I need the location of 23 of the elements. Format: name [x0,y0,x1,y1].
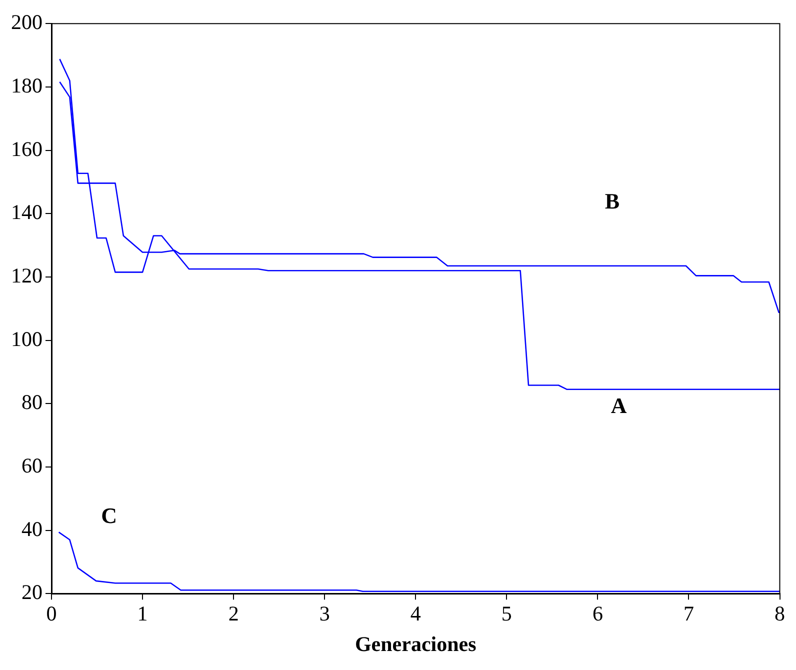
y-tick-label: 60 [22,453,42,478]
x-axis-title: Generaciones [354,632,476,656]
y-tick-label: 200 [11,10,42,34]
y-tick-label: 40 [22,516,42,541]
text: B [604,188,620,214]
series-label: A [610,392,627,418]
y-tick-label: 140 [11,200,42,224]
x-tick-label: 1 [137,602,148,626]
x-tick-label: 3 [319,602,330,626]
y-tick-label: 20 [22,580,42,604]
y-tick-label: 120 [11,263,42,288]
x-tick-label: 7 [683,602,694,626]
x-tick-label: 0 [46,602,57,626]
x-tick-label: 4 [410,602,422,626]
x-tick-label: 2 [228,602,239,626]
x-tick-label: 6 [592,602,603,626]
y-tick-label: 160 [11,136,42,161]
series-label: C [101,502,117,528]
y-tick-label: 180 [11,73,42,98]
y-tick-label: 100 [11,326,42,351]
x-tick-label: 8 [774,602,785,626]
x-tick-label: 5 [501,602,512,626]
y-tick-label: 80 [22,390,42,414]
